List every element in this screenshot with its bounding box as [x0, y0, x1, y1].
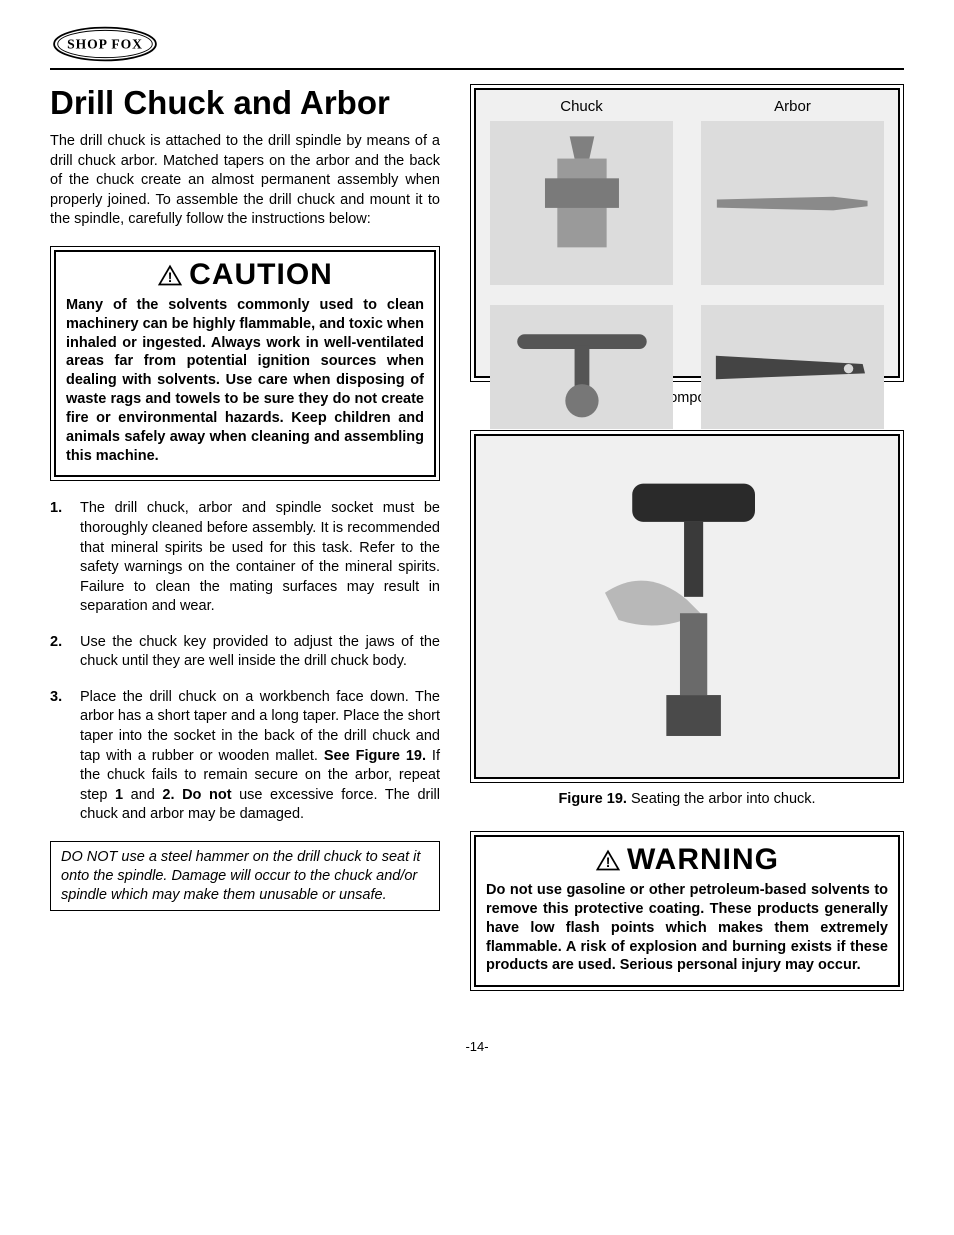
svg-text:!: !	[168, 269, 173, 285]
warning-word: WARNING	[627, 843, 779, 877]
step3-see-fig: See Figure 19.	[324, 748, 426, 764]
step3-s2: 2. Do not	[162, 787, 231, 803]
header-rule	[50, 68, 904, 70]
caution-box: ! CAUTION Many of the solvents commonly …	[50, 246, 440, 482]
page-number: -14-	[50, 1039, 904, 1054]
warning-header: ! WARNING	[486, 843, 888, 877]
left-column: Drill Chuck and Arbor The drill chuck is…	[50, 84, 440, 1009]
page-title: Drill Chuck and Arbor	[50, 84, 440, 122]
svg-text:!: !	[606, 854, 611, 870]
warning-box: ! WARNING Do not use gasoline or other p…	[470, 831, 904, 991]
content-columns: Drill Chuck and Arbor The drill chuck is…	[50, 84, 904, 1009]
warning-body: Do not use gasoline or other petroleum-b…	[486, 881, 888, 975]
fig19-image-icon	[474, 434, 900, 779]
caution-body: Many of the solvents commonly used to cl…	[66, 296, 424, 466]
intro-paragraph: The drill chuck is attached to the drill…	[50, 132, 440, 230]
shop-fox-logo-icon: SHOP FOX	[50, 24, 160, 64]
fig18-label-arbor: Arbor	[774, 98, 811, 115]
logo-text: SHOP FOX	[67, 37, 143, 52]
chuck-image-icon	[490, 121, 673, 285]
figure-19-box	[470, 430, 904, 783]
step-3: Place the drill chuck on a workbench fac…	[50, 688, 440, 825]
step3-s1: 1	[115, 787, 123, 803]
figure-18-box: Chuck Arbor Key	[470, 84, 904, 382]
step3-and: and	[123, 787, 162, 803]
fig18-label-chuck: Chuck	[560, 98, 603, 115]
fig19-caption: Figure 19. Seating the arbor into chuck.	[470, 791, 904, 807]
caution-header: ! CAUTION	[66, 258, 424, 292]
note-box: DO NOT use a steel hammer on the drill c…	[50, 841, 440, 912]
right-column: Chuck Arbor Key	[470, 84, 904, 1009]
caution-word: CAUTION	[189, 258, 333, 292]
fig18-cell-arbor: Arbor	[687, 90, 898, 295]
steps-list: The drill chuck, arbor and spindle socke…	[50, 499, 440, 824]
note-text: DO NOT use a steel hammer on the drill c…	[61, 849, 420, 903]
key-image-icon	[490, 305, 673, 428]
fig19-caption-bold: Figure 19.	[558, 791, 627, 807]
step-1: The drill chuck, arbor and spindle socke…	[50, 499, 440, 616]
arbor-image-icon	[701, 121, 884, 285]
step-2: Use the chuck key provided to adjust the…	[50, 633, 440, 672]
fig19-caption-rest: Seating the arbor into chuck.	[627, 791, 816, 807]
warning-triangle-icon: !	[595, 848, 621, 872]
fig18-cell-chuck: Chuck	[476, 90, 687, 295]
caution-triangle-icon: !	[157, 263, 183, 287]
wedge-image-icon	[701, 305, 884, 428]
header: SHOP FOX	[50, 24, 904, 64]
